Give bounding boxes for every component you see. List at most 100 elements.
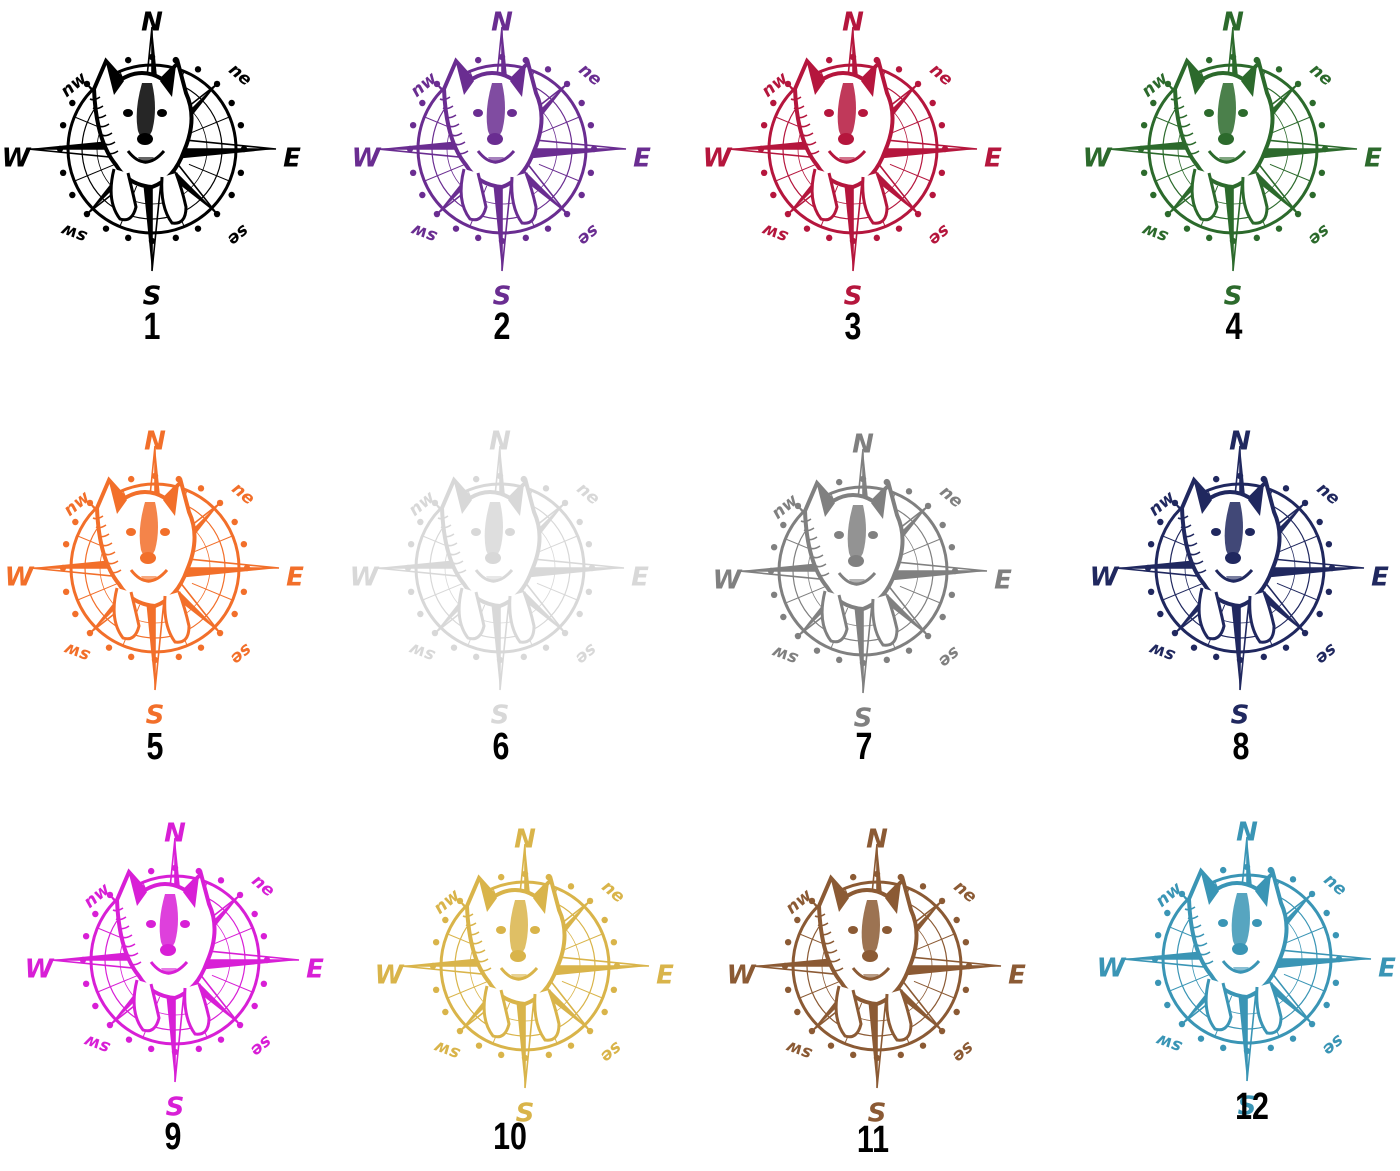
web-line [913, 933, 955, 952]
direction-label-n: N [489, 427, 511, 457]
dog-ear-right [183, 876, 199, 908]
dog-fur-stroke [1189, 551, 1201, 556]
ring-dot [1150, 191, 1157, 199]
dog-nose [1232, 943, 1248, 955]
ring-dot [1219, 1044, 1227, 1052]
dog-fur-stroke [1177, 515, 1189, 520]
web-line [191, 582, 233, 601]
dog-paw-right [163, 591, 191, 644]
dog-fur-stroke [823, 940, 835, 945]
direction-label-w: W [1083, 144, 1113, 174]
dog-fur-stroke [812, 554, 824, 559]
ring-dot [578, 99, 585, 107]
ring-dot [585, 540, 593, 548]
dog-fur-stroke [799, 123, 811, 128]
variant-number: 3 [844, 306, 862, 348]
dog-illustration [1170, 57, 1275, 225]
dog-tongue [511, 974, 527, 981]
dog-fur-stroke [1183, 533, 1195, 538]
web-line [424, 163, 466, 182]
direction-label-s: S [1238, 1092, 1257, 1122]
ring-dot [770, 191, 777, 199]
dog-blaze [1224, 502, 1243, 558]
dog-paw-left [820, 590, 849, 644]
ring-dot [1260, 653, 1268, 661]
ring-dot [905, 647, 913, 654]
dog-illustration [439, 57, 544, 225]
dog-fur-stroke [112, 907, 124, 912]
web-line [1162, 582, 1204, 601]
dog-fur-stroke [1180, 524, 1192, 529]
dog-eye-right [530, 926, 540, 934]
web-line [913, 980, 955, 999]
dog-eye-right [1252, 919, 1262, 927]
dog-fur-stroke [829, 958, 841, 963]
dog-fur-stroke [457, 150, 469, 155]
dog-paw-left [132, 979, 161, 1033]
dog-fur-stroke [454, 141, 466, 146]
direction-label-n: N [491, 8, 513, 38]
ring-dot [1323, 1001, 1330, 1009]
dog-illustration [1177, 476, 1282, 644]
direction-label-n: N [144, 427, 166, 457]
ring-dot [567, 883, 575, 890]
dog-fur-stroke [104, 551, 116, 556]
ring-dot [1309, 99, 1316, 107]
ring-dot [417, 610, 424, 618]
direction-label-s: S [1224, 282, 1243, 312]
dog-paw-left [112, 587, 141, 641]
dog-ear-right [510, 65, 526, 97]
dog-eye-right [858, 109, 868, 117]
direction-label-w: W [2, 144, 32, 174]
ring-dot [1140, 121, 1148, 129]
direction-label-se: se [596, 1037, 625, 1066]
ring-dot [1332, 979, 1340, 987]
dog-fur-stroke [101, 132, 113, 137]
web-line [899, 585, 941, 604]
ring-dot [497, 873, 505, 881]
compass-rose [1115, 445, 1365, 691]
dog-paw-right [861, 172, 889, 225]
dog-eye-left [1204, 109, 1214, 117]
dog-fur-stroke [107, 560, 119, 565]
dog-nose [140, 552, 156, 564]
ring-dot [231, 518, 238, 526]
ring-dot [780, 613, 787, 621]
ring-dot [948, 543, 956, 551]
ring-dot [472, 653, 480, 661]
dog-eye-left [834, 531, 844, 539]
ring-dot [585, 588, 593, 596]
dog-eye-right [160, 528, 170, 536]
dog-ear-right [163, 484, 179, 516]
variant-number: 2 [493, 306, 511, 348]
web-line [561, 980, 603, 999]
ring-dot [407, 540, 415, 548]
ring-dot [147, 867, 155, 875]
dog-nose [838, 133, 854, 145]
ring-dot [417, 518, 424, 526]
dog-illustration [112, 868, 217, 1036]
ring-dot [432, 938, 440, 946]
ring-dot [92, 1002, 99, 1010]
direction-label-w: W [350, 563, 380, 593]
dog-fur-stroke [1188, 150, 1200, 155]
web-line [889, 163, 931, 182]
ring-dot [260, 980, 268, 988]
direction-label-ne: ne [225, 60, 256, 91]
ring-dot [1309, 191, 1316, 199]
ring-dot [576, 518, 583, 526]
dog-paw-left [457, 587, 486, 641]
direction-label-ne: ne [1320, 870, 1351, 901]
ring-dot [576, 610, 583, 618]
dog-fur-stroke [101, 542, 113, 547]
variant-number: 11 [856, 1119, 890, 1161]
web-line [775, 163, 817, 182]
direction-label-e: E [1364, 144, 1382, 174]
direction-label-e: E [994, 566, 1012, 596]
ring-dot [1318, 121, 1326, 129]
dog-fur-stroke [1173, 105, 1185, 110]
ring-dot [948, 591, 956, 599]
